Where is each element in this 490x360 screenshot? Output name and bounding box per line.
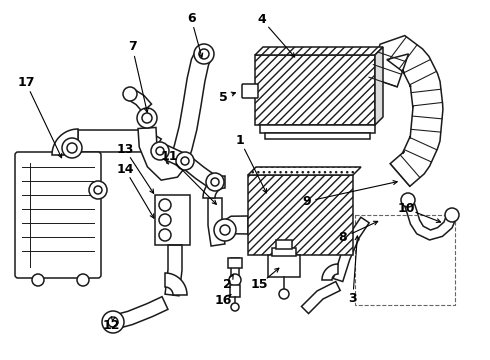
Polygon shape [154,143,222,190]
Polygon shape [231,258,239,280]
Text: 3: 3 [348,292,357,305]
Circle shape [32,274,44,286]
Polygon shape [52,129,78,155]
Text: 12: 12 [103,319,121,332]
Bar [228,258,242,268]
Polygon shape [248,167,361,175]
Bar [255,55,375,125]
Bar [260,125,375,133]
Text: 1: 1 [236,134,245,147]
Circle shape [231,303,239,311]
Circle shape [67,143,77,153]
Circle shape [137,108,157,128]
Text: 7: 7 [128,40,137,53]
Circle shape [194,44,214,64]
Circle shape [151,142,169,160]
Circle shape [206,173,224,191]
Text: 4: 4 [258,13,267,26]
Bar [276,240,292,249]
Polygon shape [221,216,248,237]
Circle shape [229,274,241,286]
Polygon shape [322,264,338,280]
Circle shape [159,214,171,226]
Circle shape [159,199,171,211]
Circle shape [159,229,171,241]
Polygon shape [369,36,443,186]
Polygon shape [138,48,213,180]
Circle shape [89,181,107,199]
Circle shape [94,186,102,194]
Polygon shape [165,273,187,295]
Bar [265,133,370,139]
Circle shape [156,147,164,155]
Text: 6: 6 [187,12,196,24]
Polygon shape [333,217,369,282]
Polygon shape [113,297,168,329]
Circle shape [108,317,118,327]
Polygon shape [375,47,383,125]
Bar [230,285,240,297]
Text: 14: 14 [116,163,134,176]
Circle shape [77,274,89,286]
Circle shape [123,87,137,101]
Bar [248,175,353,255]
Polygon shape [301,282,340,314]
Circle shape [176,152,194,170]
Text: 11: 11 [160,150,178,163]
Circle shape [214,219,236,241]
Circle shape [401,193,415,207]
Circle shape [199,49,209,59]
Bar [268,255,300,277]
Polygon shape [203,176,225,198]
Bar [155,195,190,245]
Text: 10: 10 [398,202,416,215]
Text: 16: 16 [214,294,232,307]
Circle shape [142,113,152,123]
Bar [355,215,455,305]
Circle shape [181,157,189,165]
Polygon shape [165,245,182,296]
Text: 13: 13 [116,143,134,156]
Bar [272,248,296,256]
Text: 15: 15 [251,278,269,291]
Circle shape [220,225,230,235]
Polygon shape [403,198,457,240]
Circle shape [445,208,459,222]
FancyBboxPatch shape [15,152,101,278]
Text: 2: 2 [223,278,232,291]
FancyBboxPatch shape [242,84,258,98]
Circle shape [279,289,289,299]
Polygon shape [255,47,383,55]
Text: 9: 9 [302,195,311,208]
Text: 8: 8 [339,231,347,244]
Polygon shape [78,130,161,157]
Circle shape [102,311,124,333]
Circle shape [211,178,219,186]
Polygon shape [208,198,225,246]
Circle shape [62,138,82,158]
Polygon shape [129,90,151,112]
Text: 17: 17 [17,76,35,89]
Text: 5: 5 [219,91,227,104]
